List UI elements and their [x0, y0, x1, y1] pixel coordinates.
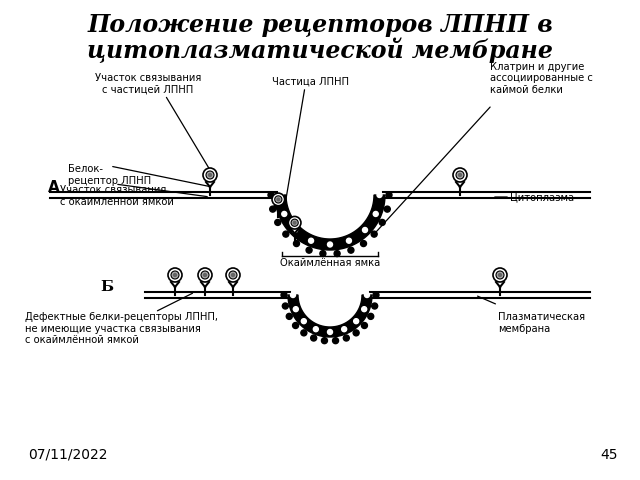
Text: Цитоплазма: Цитоплазма — [510, 192, 574, 202]
Circle shape — [301, 330, 307, 336]
Text: Б: Б — [100, 280, 113, 294]
Circle shape — [320, 251, 326, 257]
Circle shape — [278, 192, 283, 197]
Text: Частица ЛПНП: Частица ЛПНП — [271, 77, 349, 87]
Circle shape — [328, 242, 333, 247]
Circle shape — [293, 221, 296, 224]
Circle shape — [333, 337, 339, 344]
Text: Участок связывания
с окаймлённой ямкой: Участок связывания с окаймлённой ямкой — [60, 185, 174, 206]
Text: 45: 45 — [600, 448, 618, 462]
Circle shape — [269, 206, 276, 212]
Circle shape — [386, 192, 392, 198]
Text: Белок-
рецептор ЛПНП: Белок- рецептор ЛПНП — [68, 164, 151, 186]
Circle shape — [201, 271, 209, 279]
Circle shape — [377, 192, 382, 197]
Circle shape — [275, 196, 282, 203]
Circle shape — [456, 171, 464, 179]
Text: А: А — [48, 180, 60, 194]
Text: Окаймлённая ямка: Окаймлённая ямка — [280, 258, 380, 268]
Circle shape — [458, 173, 461, 177]
Text: Плазматическая
мембрана: Плазматическая мембрана — [498, 312, 585, 334]
Circle shape — [291, 219, 298, 227]
Circle shape — [204, 274, 207, 276]
Circle shape — [291, 292, 296, 298]
Circle shape — [173, 274, 177, 276]
Circle shape — [453, 168, 467, 182]
Text: Положение рецепторов ЛПНП в: Положение рецепторов ЛПНП в — [87, 13, 553, 37]
Circle shape — [203, 168, 217, 182]
Circle shape — [292, 323, 299, 328]
Circle shape — [206, 171, 214, 179]
Circle shape — [321, 337, 328, 344]
Circle shape — [365, 292, 369, 298]
Circle shape — [283, 231, 289, 237]
Text: Дефектные белки-рецепторы ЛПНП,
не имеющие участка связывания
с окаймлённой ямко: Дефектные белки-рецепторы ЛПНП, не имеющ… — [25, 312, 218, 345]
Circle shape — [282, 303, 289, 309]
Text: цитоплазматической мембране: цитоплазматической мембране — [87, 37, 553, 63]
Circle shape — [306, 247, 312, 253]
Circle shape — [342, 327, 347, 332]
Circle shape — [348, 247, 354, 253]
Circle shape — [209, 173, 211, 177]
Polygon shape — [275, 195, 385, 250]
Circle shape — [293, 307, 298, 312]
Circle shape — [362, 228, 367, 232]
Circle shape — [353, 330, 359, 336]
Circle shape — [281, 292, 287, 298]
Circle shape — [499, 274, 502, 276]
Circle shape — [314, 327, 318, 332]
Circle shape — [268, 192, 274, 198]
Circle shape — [289, 216, 301, 229]
Circle shape — [232, 274, 234, 276]
Circle shape — [343, 335, 349, 341]
Text: 07/11/2022: 07/11/2022 — [28, 448, 108, 462]
Circle shape — [346, 238, 351, 243]
Circle shape — [308, 238, 314, 243]
Circle shape — [360, 240, 367, 247]
Circle shape — [496, 271, 504, 279]
Polygon shape — [288, 295, 372, 337]
Circle shape — [272, 193, 285, 206]
Circle shape — [328, 329, 333, 335]
Circle shape — [292, 228, 298, 232]
Text: Клатрин и другие
ассоциированные с
каймой белки: Клатрин и другие ассоциированные с каймо… — [490, 62, 593, 95]
Circle shape — [368, 313, 374, 319]
Circle shape — [171, 271, 179, 279]
Circle shape — [286, 313, 292, 319]
Circle shape — [168, 268, 182, 282]
Circle shape — [354, 319, 358, 324]
Circle shape — [380, 219, 385, 226]
Circle shape — [362, 307, 367, 312]
Circle shape — [384, 206, 390, 212]
Circle shape — [371, 231, 377, 237]
Circle shape — [310, 335, 317, 341]
Circle shape — [301, 319, 307, 324]
Text: Участок связывания
с частицей ЛПНП: Участок связывания с частицей ЛПНП — [95, 73, 201, 95]
Circle shape — [229, 271, 237, 279]
Circle shape — [198, 268, 212, 282]
Circle shape — [282, 212, 287, 216]
Circle shape — [226, 268, 240, 282]
Circle shape — [334, 251, 340, 257]
Circle shape — [493, 268, 507, 282]
Circle shape — [277, 198, 280, 201]
Circle shape — [373, 212, 378, 216]
Circle shape — [373, 292, 379, 298]
Circle shape — [362, 323, 367, 328]
Circle shape — [372, 303, 378, 309]
Circle shape — [294, 240, 300, 247]
Circle shape — [275, 219, 281, 226]
